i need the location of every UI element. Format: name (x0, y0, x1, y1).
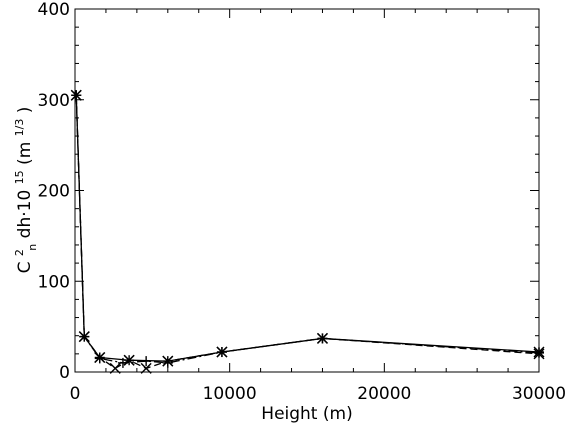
y-label-c-sub: n (26, 244, 39, 251)
plus-marker (71, 90, 82, 101)
y-tick-label: 0 (59, 363, 70, 383)
x-tick-label: 30000 (512, 384, 566, 404)
y-label-unit-exp: 1/3 (13, 119, 26, 137)
series-3-line (75, 95, 540, 364)
plus-marker (94, 353, 105, 364)
y-tick-label: 100 (38, 272, 70, 292)
series-layer (70, 89, 545, 374)
y-label-mid: dh·10 (15, 190, 35, 239)
x-tick-label: 10000 (203, 384, 257, 404)
y-label-exp: 15 (13, 170, 26, 184)
x-marker (109, 362, 121, 374)
y-label-c-sup: 2 (13, 249, 26, 256)
plus-marker (162, 357, 173, 368)
plus-marker (534, 347, 544, 358)
plot-frame (74, 8, 540, 373)
series-2-line (75, 95, 540, 370)
y-tick-label: 200 (38, 182, 70, 202)
tick-labels: 0 10000 20000 30000 0 100 200 300 400 (38, 0, 567, 404)
x-marker (140, 362, 152, 374)
plus-marker (79, 331, 90, 342)
x-axis-label: Height (m) (261, 404, 352, 424)
plus-marker (117, 357, 128, 368)
y-label-c: C (15, 262, 35, 274)
x-tick-label: 0 (70, 384, 81, 404)
series-1-line (75, 95, 540, 362)
plus-marker (141, 356, 152, 367)
plus-marker (216, 347, 227, 358)
y-axis-label: C 2 n dh·10 15 (m 1/3 ) (8, 107, 41, 274)
y-tick-label: 400 (38, 0, 70, 20)
axis-ticks (74, 8, 540, 373)
x-tick-label: 20000 (357, 384, 411, 404)
y-label-unit-close: ) (15, 107, 35, 114)
plus-marker (317, 333, 328, 344)
y-tick-label: 300 (38, 91, 70, 111)
y-label-unit-open: (m (15, 142, 35, 165)
